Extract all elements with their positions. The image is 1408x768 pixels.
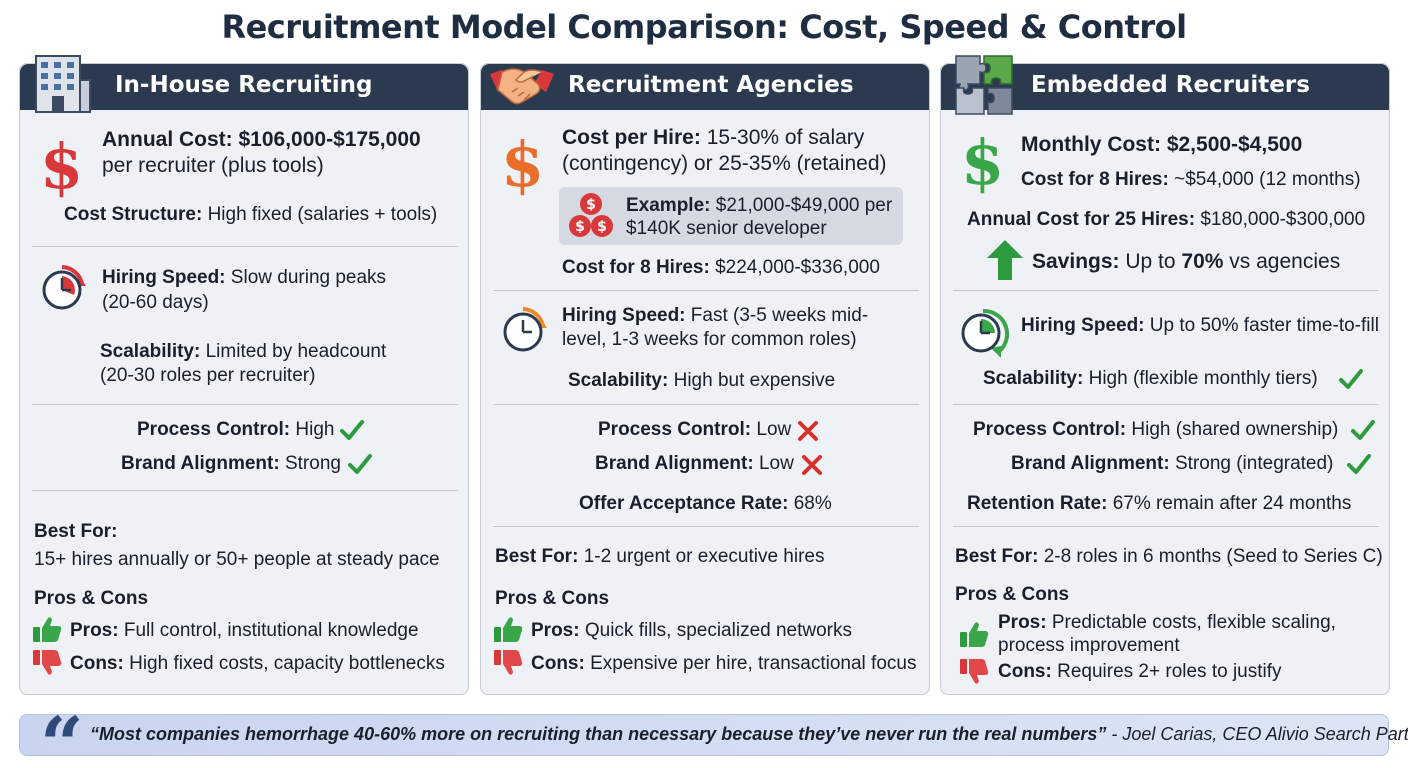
divider [953, 290, 1379, 291]
hiring-speed-line2: (20-60 days) [102, 292, 209, 313]
cost-line: Annual Cost: $106,000-$175,000 [102, 128, 421, 151]
process-control: Process Control: High (shared ownership) [973, 419, 1339, 440]
dollar-icon: $ [40, 130, 84, 203]
savings: Savings: Up to 70% vs agencies [1032, 250, 1341, 273]
check-icon [340, 420, 364, 440]
arrow-up-icon [987, 240, 1023, 280]
hiring-speed: Hiring Speed: Fast (3-5 weeks mid- [562, 305, 869, 326]
thumbs-down-icon [33, 650, 62, 675]
brand-alignment: Brand Alignment: Low [595, 453, 794, 474]
retention-rate: Retention Rate: 67% remain after 24 mont… [967, 493, 1352, 514]
scalability: Scalability: Limited by headcount [100, 341, 387, 362]
best-for: Best For: 1-2 urgent or executive hires [495, 546, 825, 567]
cost-line2: per recruiter (plus tools) [102, 154, 324, 177]
divider [493, 290, 919, 291]
scalability-line2: (20-30 roles per recruiter) [100, 365, 316, 386]
check-icon [348, 454, 372, 474]
quote-icon: “ [40, 700, 84, 768]
pros-cons-title: Pros & Cons [955, 584, 1070, 605]
check-icon [1351, 420, 1375, 440]
card-in-house: In-House Recruiting $ Annual Cost: $106,… [19, 63, 469, 695]
divider [493, 404, 919, 405]
process-control: Process Control: Low [598, 419, 792, 440]
card-agencies: Recruitment Agencies $ Cost per Hire: 15… [480, 63, 930, 695]
check-icon [1347, 454, 1371, 474]
annual-cost-25: Annual Cost for 25 Hires: $180,000-$300,… [967, 209, 1366, 230]
pros-cons-title: Pros & Cons [495, 588, 610, 609]
hiring-speed: Hiring Speed: Slow during peaks [102, 267, 387, 288]
quote-text: “Most companies hemorrhage 40-60% more o… [90, 724, 1408, 744]
pros: Pros: Quick fills, specialized networks [531, 620, 853, 641]
cost-line2: (contingency) or 25-35% (retained) [562, 152, 887, 175]
dollar-icon: $ [961, 126, 1005, 199]
page-title: Recruitment Model Comparison: Cost, Spee… [221, 8, 1187, 46]
divider [32, 246, 458, 247]
card-header: Embedded Recruiters [941, 64, 1389, 110]
example-line: Example: $21,000-$49,000 per [626, 195, 893, 216]
thumbs-up-icon [960, 622, 989, 647]
brand-alignment: Brand Alignment: Strong [121, 453, 341, 474]
clock-icon [961, 308, 1010, 358]
check-icon [1339, 369, 1363, 389]
card-header: In-House Recruiting [20, 64, 468, 110]
offer-acceptance: Offer Acceptance Rate: 68% [579, 493, 832, 514]
divider [953, 404, 1379, 405]
example-box [559, 187, 903, 245]
svg-text:$: $ [575, 219, 585, 235]
cost-line: Cost per Hire: 15-30% of salary [562, 126, 865, 149]
cross-icon [802, 455, 822, 475]
cons: Cons: Expensive per hire, transactional … [531, 653, 917, 674]
hiring-speed-line2: level, 1-3 weeks for common roles) [562, 329, 857, 350]
clock-icon [503, 307, 547, 352]
card-header: Recruitment Agencies [481, 64, 929, 110]
thumbs-up-icon [33, 617, 62, 642]
cost-8-hires: Cost for 8 Hires: $224,000-$336,000 [562, 257, 880, 278]
scalability: Scalability: High but expensive [568, 370, 836, 391]
puzzle-icon [955, 55, 1013, 115]
best-for: Best For: 2-8 roles in 6 months (Seed to… [955, 546, 1383, 567]
cons: Cons: Requires 2+ roles to justify [998, 661, 1282, 682]
divider [32, 404, 458, 405]
divider [32, 490, 458, 491]
hiring-speed: Hiring Speed: Up to 50% faster time-to-f… [1021, 315, 1379, 336]
card-embedded: Embedded Recruiters $ Monthly Cost: $2,5… [940, 63, 1390, 695]
best-for-value: 15+ hires annually or 50+ people at stea… [34, 549, 440, 570]
pros-cons-title: Pros & Cons [34, 588, 149, 609]
cost-structure: Cost Structure: High fixed (salaries + t… [64, 204, 438, 225]
thumbs-down-icon [960, 659, 989, 684]
example-line2: $140K senior developer [626, 218, 827, 239]
quote-bar: “ “Most companies hemorrhage 40-60% more… [19, 707, 1408, 768]
brand-alignment: Brand Alignment: Strong (integrated) [1011, 453, 1334, 474]
divider [953, 526, 1379, 527]
svg-text:$: $ [597, 219, 607, 235]
cross-icon [798, 421, 818, 441]
svg-text:$: $ [586, 197, 596, 213]
scalability: Scalability: High (flexible monthly tier… [983, 368, 1318, 389]
cost-8-hires: Cost for 8 Hires: ~$54,000 (12 months) [1021, 169, 1361, 190]
handshake-icon [490, 68, 554, 105]
thumbs-down-icon [494, 650, 523, 675]
thumbs-up-icon [494, 617, 523, 642]
pros-line2: process improvement [998, 635, 1180, 656]
card-header-title: Embedded Recruiters [1031, 72, 1310, 98]
divider [493, 526, 919, 527]
dollar-icon: $ [501, 128, 545, 201]
card-header-title: Recruitment Agencies [568, 72, 854, 98]
process-control: Process Control: High [137, 419, 335, 440]
cons: Cons: High fixed costs, capacity bottlen… [70, 653, 445, 674]
card-header-title: In-House Recruiting [115, 72, 373, 98]
pros: Pros: Predictable costs, flexible scalin… [998, 612, 1336, 633]
building-icon [35, 55, 91, 113]
best-for-label: Best For: [34, 521, 118, 542]
coins-icon: $ $ $ [569, 193, 613, 237]
cost-line: Monthly Cost: $2,500-$4,500 [1021, 133, 1303, 156]
pros: Pros: Full control, institutional knowle… [70, 620, 419, 641]
clock-icon [42, 265, 86, 310]
